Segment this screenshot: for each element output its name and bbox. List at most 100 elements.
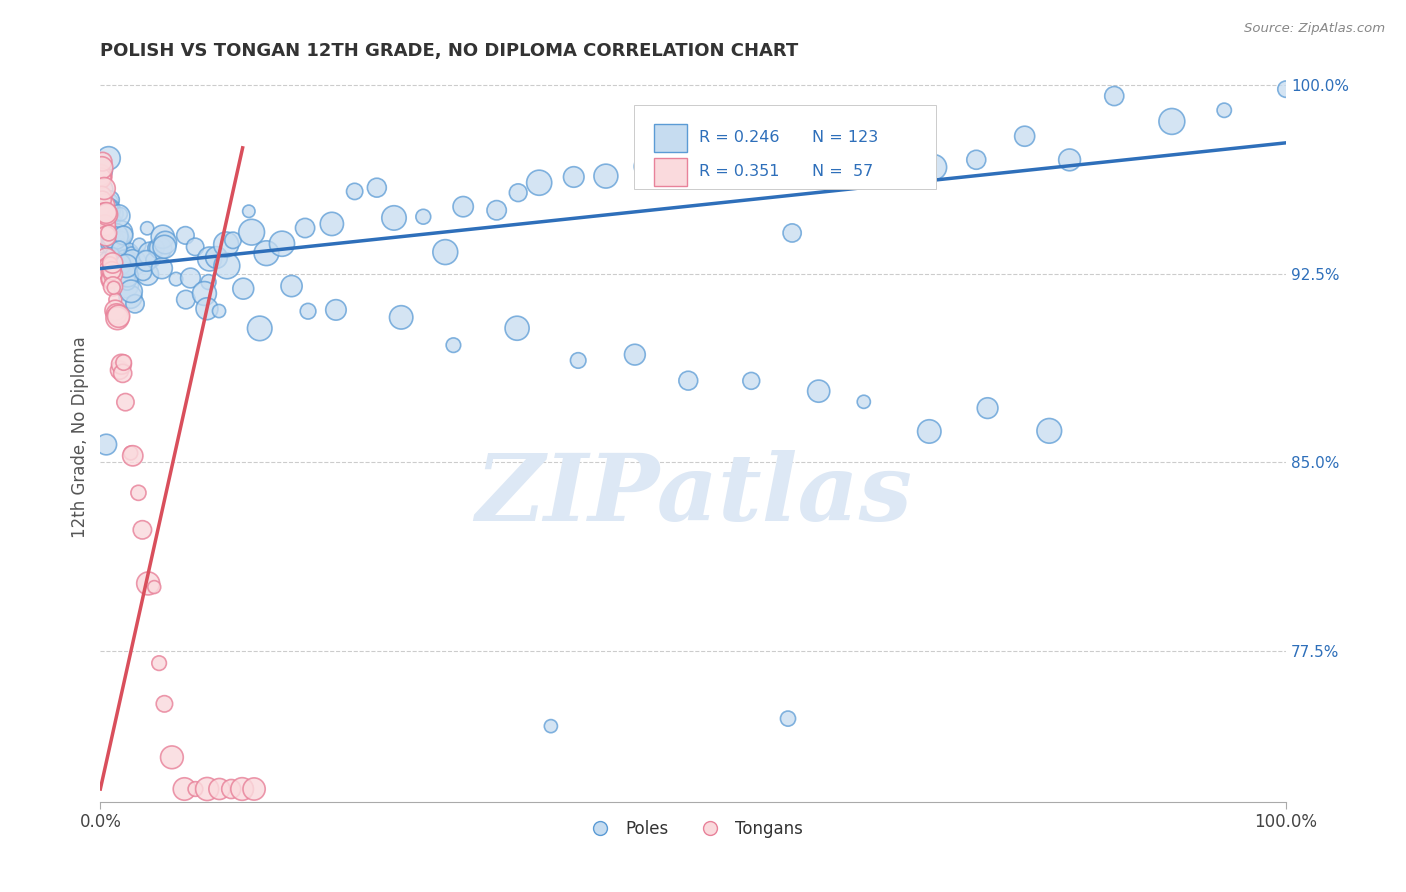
Point [325, 302, 347, 317]
Point [636, 160, 658, 174]
Point [139, 247, 162, 261]
Point [120, 290, 142, 304]
Point [96, 206, 118, 220]
Point [567, 353, 589, 368]
Point [148, 656, 170, 670]
Point [280, 279, 302, 293]
Text: POLISH VS TONGAN 12TH GRADE, NO DIPLOMA CORRELATION CHART: POLISH VS TONGAN 12TH GRADE, NO DIPLOMA … [100, 42, 799, 60]
Point [918, 425, 941, 439]
Point [193, 286, 215, 301]
Point [243, 782, 266, 797]
Point [343, 185, 366, 199]
Point [922, 161, 945, 175]
Point [155, 235, 177, 250]
Point [97, 202, 120, 216]
Point [97, 257, 120, 271]
Point [121, 449, 143, 463]
Point [110, 357, 132, 371]
Point [105, 307, 128, 321]
Point [117, 252, 139, 267]
Point [1213, 103, 1236, 118]
Y-axis label: 12th Grade, No Diploma: 12th Grade, No Diploma [72, 336, 89, 538]
Point [107, 209, 129, 223]
Point [91, 193, 114, 207]
Point [215, 259, 238, 273]
Point [96, 217, 118, 231]
Point [321, 217, 343, 231]
Point [527, 176, 550, 190]
Point [108, 242, 131, 256]
Point [865, 151, 887, 165]
Point [683, 161, 706, 175]
Point [112, 228, 135, 243]
Point [434, 245, 457, 260]
Point [132, 265, 155, 279]
Point [412, 210, 434, 224]
Point [389, 310, 412, 325]
Point [96, 207, 118, 221]
Point [506, 321, 529, 335]
Point [208, 304, 231, 318]
Point [231, 782, 253, 797]
Point [232, 282, 254, 296]
Point [174, 293, 197, 307]
Point [112, 257, 135, 271]
Point [110, 234, 132, 248]
Point [852, 394, 875, 409]
Point [678, 374, 700, 388]
Point [96, 196, 118, 211]
Point [174, 228, 197, 243]
Point [1104, 89, 1126, 103]
Point [219, 782, 242, 797]
Point [124, 297, 146, 311]
Point [1160, 114, 1182, 128]
Point [184, 782, 207, 797]
Point [101, 264, 124, 278]
Point [451, 200, 474, 214]
Point [94, 205, 117, 219]
Point [98, 272, 121, 286]
Point [152, 229, 174, 244]
Point [195, 301, 218, 316]
Point [143, 580, 166, 594]
Text: R = 0.246: R = 0.246 [699, 130, 779, 145]
Point [94, 199, 117, 213]
Point [97, 260, 120, 274]
Point [100, 265, 122, 279]
Point [240, 225, 263, 239]
Point [215, 237, 238, 252]
Point [776, 712, 799, 726]
Text: N =  57: N = 57 [811, 164, 873, 179]
Point [198, 252, 221, 266]
Point [97, 203, 120, 218]
Point [103, 207, 125, 221]
Point [90, 189, 112, 203]
Point [485, 203, 508, 218]
Point [93, 206, 115, 220]
Point [115, 278, 138, 293]
Point [508, 186, 530, 200]
Point [90, 169, 112, 184]
Point [98, 265, 121, 279]
Point [195, 782, 218, 797]
Point [101, 268, 124, 282]
Point [807, 384, 830, 399]
Point [90, 161, 112, 175]
Point [101, 234, 124, 248]
Point [105, 311, 128, 326]
Point [104, 303, 127, 318]
Point [108, 257, 131, 271]
Point [120, 446, 142, 460]
Point [94, 219, 117, 233]
Point [976, 401, 998, 416]
Point [382, 211, 405, 225]
Point [540, 719, 562, 733]
Point [96, 261, 118, 276]
Point [595, 169, 617, 183]
Point [103, 281, 125, 295]
Point [91, 198, 114, 212]
Point [100, 237, 122, 252]
Point [297, 304, 319, 318]
Point [624, 348, 647, 362]
Point [1038, 424, 1060, 438]
